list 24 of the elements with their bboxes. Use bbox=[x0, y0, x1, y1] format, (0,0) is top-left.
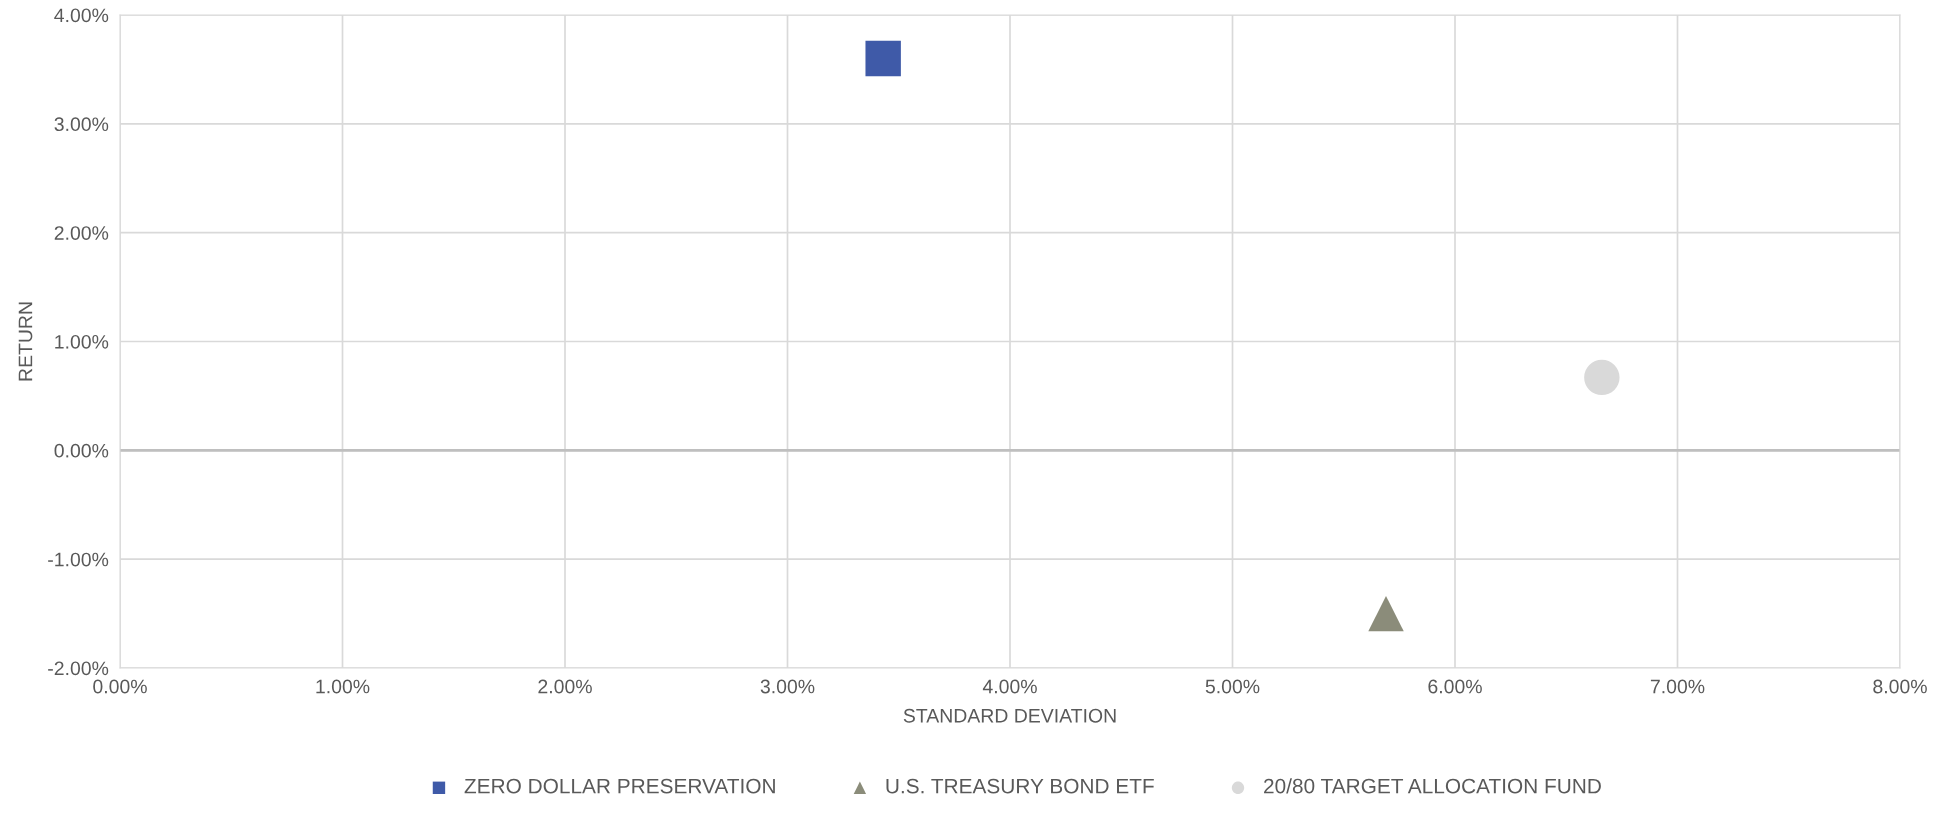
y-tick-label: 4.00% bbox=[54, 8, 109, 23]
y-tick-label: 1.00% bbox=[55, 334, 109, 349]
legend-label: ZERO DOLLAR PRESERVATION bbox=[464, 778, 775, 794]
x-axis-title: STANDARD DEVIATION bbox=[903, 708, 1116, 723]
x-tick-label: 2.00% bbox=[538, 679, 592, 694]
x-tick-label: 8.00% bbox=[1873, 679, 1927, 694]
y-tick-label: 3.00% bbox=[54, 117, 109, 132]
y-tick-label: 2.00% bbox=[54, 226, 109, 240]
x-tick-label: 6.00% bbox=[1428, 679, 1482, 694]
y-tick-label: -2.00% bbox=[48, 661, 109, 676]
point bbox=[1368, 595, 1404, 632]
x-tick-label: 0.00% bbox=[93, 679, 147, 694]
point bbox=[1584, 359, 1620, 396]
y-axis-title: RETURN bbox=[18, 302, 33, 381]
y-tick-label: -1.00% bbox=[48, 552, 109, 567]
x-tick-label: 7.00% bbox=[1650, 679, 1705, 694]
y-tick-label: 0.00% bbox=[54, 443, 109, 458]
x-tick-label: 4.00% bbox=[982, 679, 1037, 694]
point bbox=[865, 40, 901, 77]
legend-label: 20/80 TARGET ALLOCATION FUND bbox=[1264, 778, 1601, 794]
x-tick-label: 5.00% bbox=[1205, 679, 1260, 694]
x-tick-label: 1.00% bbox=[316, 679, 370, 694]
legend-label: U.S. TREASURY BOND ETF bbox=[886, 778, 1154, 794]
x-tick-label: 3.00% bbox=[760, 679, 815, 694]
